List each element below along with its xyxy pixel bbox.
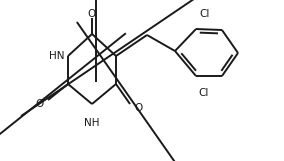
Text: HN: HN [49, 51, 64, 61]
Text: Cl: Cl [199, 9, 209, 19]
Text: O: O [88, 9, 96, 19]
Text: NH: NH [84, 118, 100, 128]
Text: O: O [36, 99, 44, 109]
Text: O: O [134, 103, 142, 113]
Text: Cl: Cl [198, 88, 208, 98]
